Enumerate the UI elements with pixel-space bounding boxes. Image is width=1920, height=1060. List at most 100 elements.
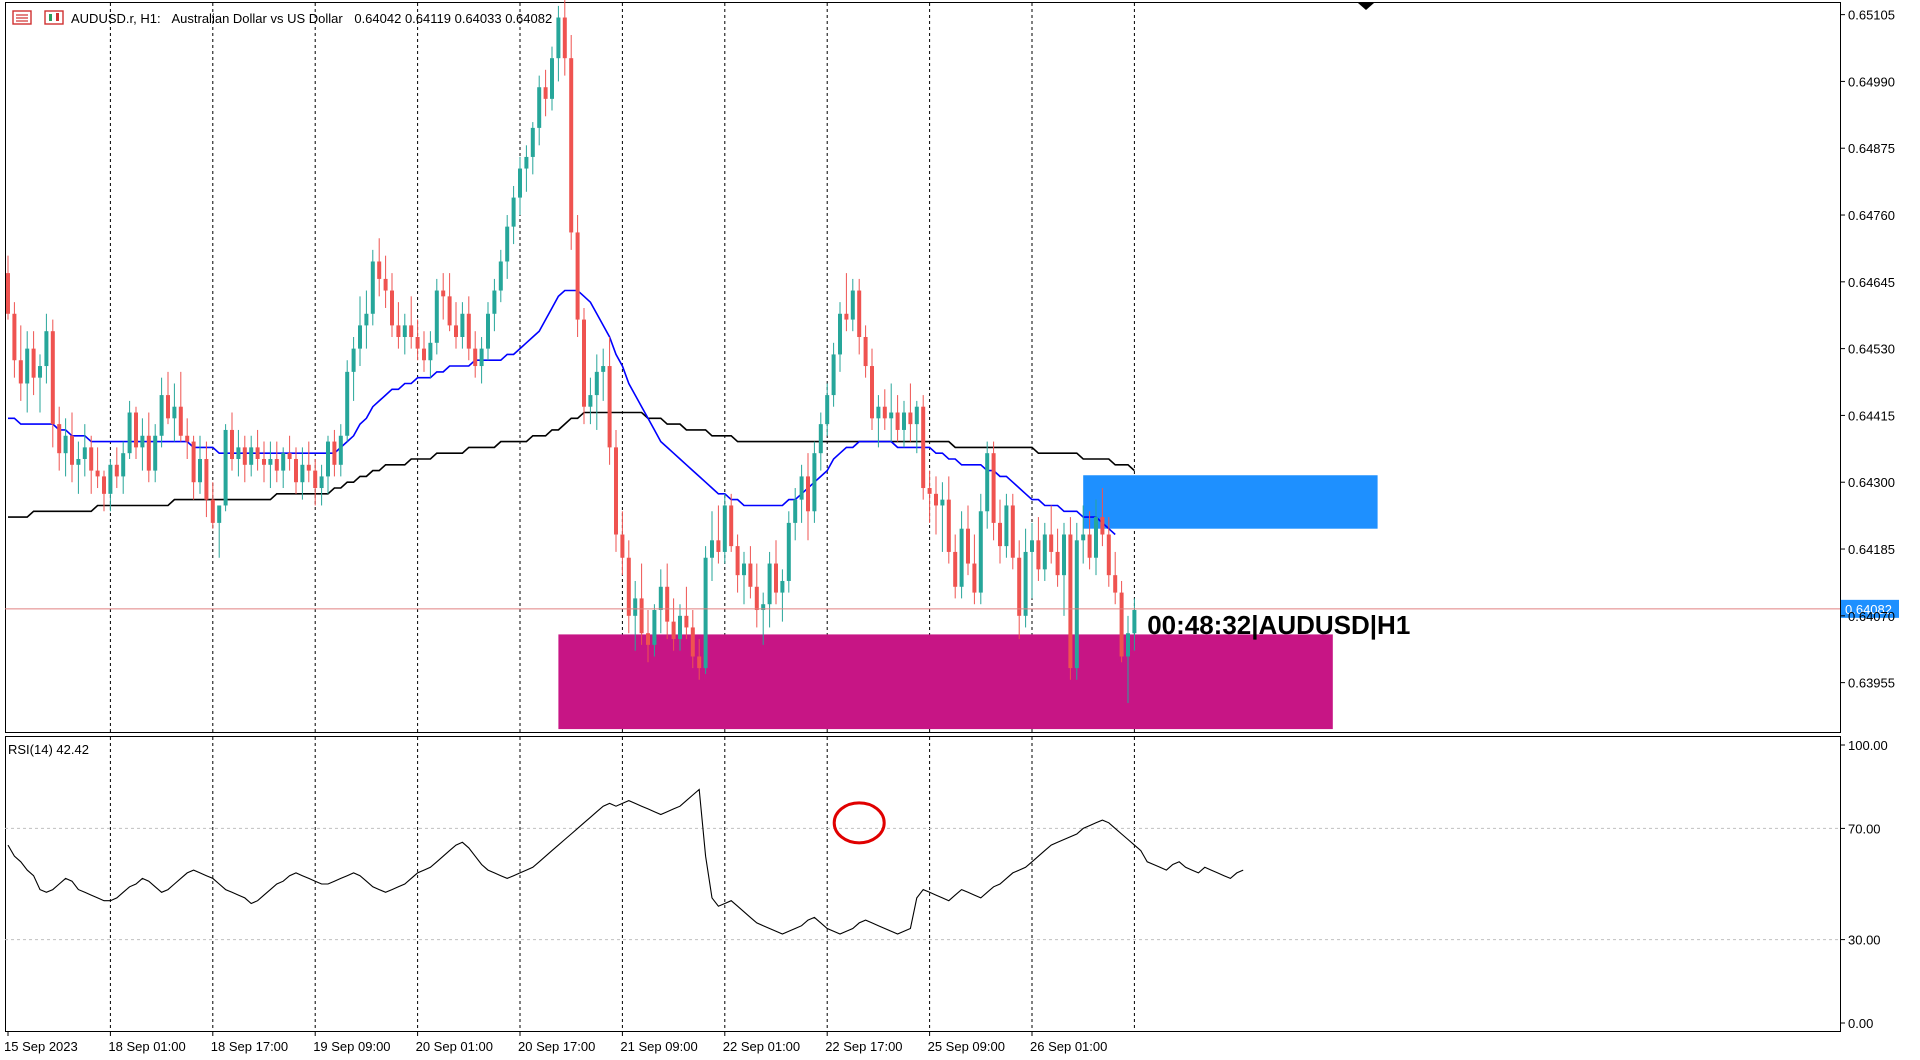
candle — [831, 342, 836, 407]
rsi-header: RSI(14) 42.42 — [8, 742, 89, 757]
candle — [1062, 522, 1066, 616]
price-axis: 0.65105 0.64990 0.64875 0.64760 0.64645 0.645… — [1840, 8, 1895, 691]
candle — [863, 325, 868, 378]
candle — [166, 371, 170, 425]
supply-zone[interactable] — [1083, 475, 1378, 529]
countdown-label: 00:48:32|AUDUSD|H1 — [1147, 610, 1410, 640]
candle — [422, 331, 426, 372]
candle — [818, 412, 823, 471]
candle — [825, 383, 830, 436]
candle — [582, 307, 586, 425]
price-tick-label: 0.64300 — [1848, 475, 1895, 490]
candle — [441, 273, 446, 320]
candle — [1055, 528, 1060, 587]
candle — [268, 441, 273, 489]
candle — [300, 447, 305, 500]
candle — [351, 337, 356, 401]
candle — [345, 360, 350, 442]
candle — [710, 511, 714, 581]
header-description: Australian Dollar vs US Dollar — [171, 11, 343, 26]
candle — [402, 313, 407, 355]
price-tick-label: 0.64530 — [1848, 342, 1895, 357]
candle — [1042, 522, 1047, 581]
candle — [210, 482, 215, 529]
price-tick-label: 0.64990 — [1848, 74, 1895, 89]
candle — [172, 383, 177, 442]
rsi-line — [7, 788, 1244, 935]
rsi-indicator — [5, 788, 1840, 941]
candle — [748, 546, 753, 599]
candle — [76, 441, 81, 494]
candle — [358, 296, 362, 367]
candle — [178, 371, 183, 442]
candle — [793, 488, 798, 541]
candle — [774, 540, 778, 605]
time-tick-label: 18 Sep 01:00 — [108, 1039, 185, 1054]
candle — [754, 563, 759, 628]
candle — [31, 331, 36, 396]
candle — [588, 377, 593, 425]
candle — [876, 395, 881, 448]
candle — [95, 447, 100, 489]
header-ohlc: 0.64042 0.64119 0.64033 0.64082 — [354, 11, 552, 26]
candle — [1010, 493, 1015, 570]
candle — [146, 412, 151, 483]
candle — [108, 458, 113, 512]
svg-text:AUDUSD.r, H1: Australian: AUDUSD.r, H1: Australian Dollar vs US Do… — [71, 11, 552, 26]
rsi-axis: 100.00 70.00 30.00 0.00 — [1840, 738, 1888, 1031]
candle — [569, 34, 574, 250]
current-price-badge — [1841, 599, 1899, 618]
candle — [716, 505, 721, 564]
candle — [1068, 517, 1073, 680]
candle — [249, 435, 254, 477]
rsi-tick-label: 0.00 — [1848, 1016, 1873, 1031]
candle — [671, 598, 676, 651]
candle — [934, 476, 938, 535]
candle — [217, 505, 222, 558]
candle — [505, 215, 510, 279]
price-tick-label: 0.64760 — [1848, 208, 1895, 223]
candle — [857, 278, 862, 355]
candle — [1023, 528, 1028, 628]
candle — [447, 273, 452, 332]
candle — [134, 406, 138, 459]
candle — [1126, 615, 1130, 703]
candle — [575, 215, 580, 338]
candlesticks — [6, 0, 1137, 703]
candle — [620, 511, 625, 576]
candle — [665, 563, 670, 640]
chart-window-icon[interactable] — [12, 10, 32, 25]
candle — [742, 551, 746, 605]
candle — [946, 476, 951, 564]
candle — [639, 563, 644, 645]
candle — [1081, 505, 1086, 564]
candle — [556, 5, 561, 82]
candle — [1074, 522, 1079, 680]
current-price-line: 0.64082 00:48:32|AUDUSD|H1 — [5, 599, 1899, 640]
candle — [140, 418, 145, 471]
candle — [697, 639, 702, 680]
candle — [319, 464, 324, 506]
candle — [383, 255, 388, 308]
candle — [940, 482, 945, 552]
candle — [601, 348, 606, 401]
price-panel-frame — [5, 2, 1841, 733]
rsi-panel-frame — [5, 736, 1841, 1032]
price-tick-label: 0.64645 — [1848, 275, 1895, 290]
chart-type-icon[interactable] — [44, 10, 64, 25]
candle — [594, 354, 599, 430]
demand-zone[interactable] — [558, 634, 1333, 730]
candle — [799, 464, 804, 523]
candle — [882, 389, 887, 430]
time-tick-label: 20 Sep 01:00 — [416, 1039, 493, 1054]
candle — [850, 278, 855, 332]
candle — [332, 429, 337, 477]
candle — [966, 505, 970, 576]
chart-shift-marker[interactable] — [1358, 3, 1374, 10]
candle — [678, 604, 682, 651]
candle — [44, 313, 49, 384]
candle — [646, 610, 650, 663]
candle — [524, 145, 529, 192]
candle — [6, 255, 10, 320]
